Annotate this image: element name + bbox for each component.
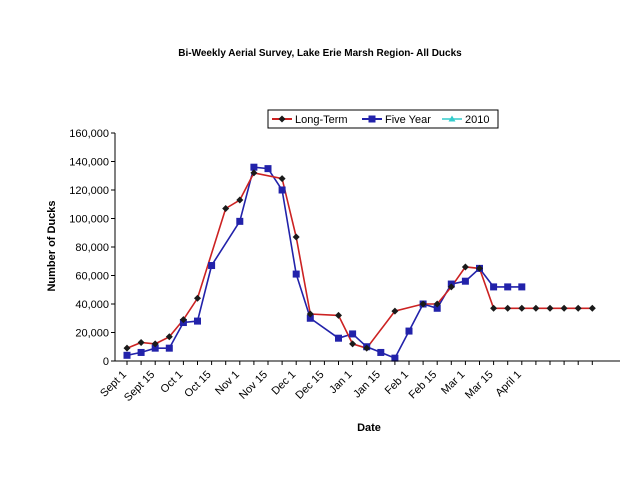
data-point-long-term [574, 304, 582, 312]
x-tick-label: Jan 15 [351, 369, 383, 401]
data-point-five-year [306, 314, 314, 322]
y-axis-title: Number of Ducks [46, 200, 58, 291]
y-tick-label: 100,000 [69, 214, 109, 226]
data-point-five-year [504, 283, 512, 291]
data-point-long-term [179, 316, 187, 324]
data-point-long-term [461, 263, 469, 271]
legend-label-2010: 2010 [465, 114, 489, 126]
x-tick-label: Feb 15 [407, 369, 440, 402]
legend-marker-five-year [368, 115, 376, 123]
data-point-long-term [391, 307, 399, 315]
y-tick-label: 120,000 [69, 185, 109, 197]
data-point-five-year [518, 283, 526, 291]
data-point-five-year [349, 330, 357, 338]
y-tick-label: 20,000 [75, 328, 109, 340]
y-tick-label: 60,000 [75, 271, 109, 283]
legend-label-five-year: Five Year [385, 114, 431, 126]
data-point-long-term [222, 205, 230, 213]
y-tick-label: 0 [103, 356, 109, 368]
data-point-five-year [194, 317, 201, 325]
y-axis-ticks: 0 20,000 40,000 60,000 80,000 100,000 120,000 1… [69, 128, 115, 368]
x-axis-title: Date [357, 422, 381, 434]
data-point-five-year [377, 348, 385, 356]
chart-title: Bi-Weekly Aerial Survey, Lake Erie Marsh… [178, 48, 462, 59]
data-point-long-term [151, 340, 159, 348]
x-tick-label: Dec 15 [293, 369, 326, 402]
x-tick-label: April 1 [493, 369, 524, 400]
data-point-five-year [278, 186, 286, 194]
data-point-long-term [490, 304, 498, 312]
legend-marker-2010 [448, 115, 456, 122]
data-point-long-term [363, 344, 371, 352]
legend-box [267, 109, 499, 129]
data-point-five-year [208, 262, 216, 270]
data-point-long-term [137, 338, 145, 346]
data-point-five-year [123, 351, 131, 359]
data-point-five-year [391, 354, 399, 362]
data-point-long-term [419, 300, 427, 308]
data-point-long-term [335, 311, 342, 319]
data-point-five-year [405, 327, 413, 335]
data-point-long-term [433, 300, 441, 308]
y-tick-label: 140,000 [69, 157, 109, 169]
x-tick-label: Nov 15 [237, 369, 270, 402]
data-point-five-year [165, 344, 173, 352]
data-point-long-term [165, 333, 173, 341]
data-point-long-term [236, 196, 244, 204]
plot-markers [123, 163, 596, 362]
y-tick-label: 160,000 [69, 128, 109, 140]
data-point-five-year [250, 163, 258, 171]
data-point-long-term [194, 294, 201, 302]
data-point-long-term [250, 169, 258, 177]
series-line-five-year [126, 166, 522, 360]
data-point-five-year [490, 283, 498, 291]
data-point-long-term [588, 304, 596, 312]
data-point-long-term [504, 304, 512, 312]
data-point-long-term [532, 304, 540, 312]
data-point-long-term [518, 304, 526, 312]
data-point-five-year [236, 217, 244, 225]
data-point-long-term [447, 283, 455, 291]
legend: Long-Term Five Year 2010 [267, 109, 499, 129]
data-point-long-term [349, 340, 357, 348]
legend-marker-long-term [278, 115, 286, 123]
data-point-long-term [476, 264, 483, 272]
data-point-long-term [123, 344, 131, 352]
data-point-long-term [546, 304, 554, 312]
plot-lines [126, 166, 593, 360]
data-point-five-year [292, 270, 300, 278]
x-tick-label: Sept 15 [122, 369, 157, 404]
data-point-five-year [433, 304, 441, 312]
data-point-five-year [264, 165, 272, 173]
data-point-long-term [306, 310, 314, 318]
data-point-five-year [461, 277, 469, 285]
x-tick-label: Mar 15 [463, 369, 496, 402]
y-tick-label: 40,000 [75, 299, 109, 311]
data-point-long-term [292, 233, 300, 241]
data-point-five-year [335, 334, 342, 342]
data-point-long-term [560, 304, 568, 312]
data-point-long-term [278, 175, 286, 183]
legend-label-long-term: Long-Term [295, 114, 348, 126]
x-tick-label: Oct 15 [182, 369, 213, 400]
data-point-five-year [137, 348, 145, 356]
y-tick-label: 80,000 [75, 242, 109, 254]
data-point-five-year [151, 344, 159, 352]
